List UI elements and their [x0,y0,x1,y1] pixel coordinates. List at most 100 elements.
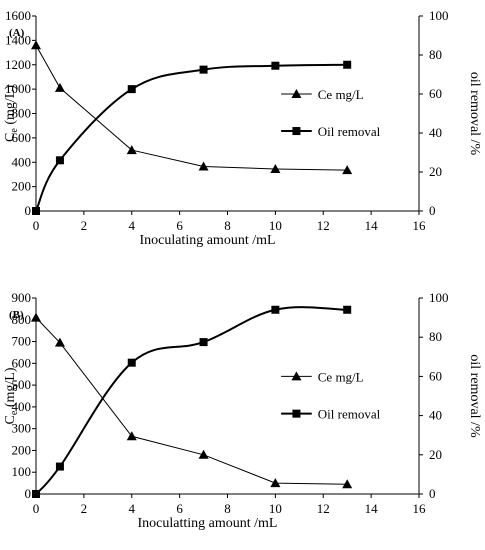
data-point [54,337,65,347]
legend: Ce mg/L Oil removal [281,369,381,422]
data-point [55,462,64,471]
x-tick-labels: 0 2 4 6 8 10 12 14 16 [33,218,426,233]
data-point [31,40,41,50]
y-right-tick-label: 0 [429,203,436,218]
x-tick-label: 8 [224,218,231,233]
y-left-tick-label: 200 [12,442,32,457]
data-point [199,338,208,347]
y-right-tick-label: 20 [429,164,442,179]
axes [32,297,423,498]
data-point [270,478,281,488]
series-line [35,317,348,485]
y-left-tick-label: 0 [25,203,32,218]
y-left-tick-label: 900 [12,290,32,305]
series-line [35,63,348,212]
data-point [54,82,65,92]
series-ce [31,40,353,175]
y-left-tick-label: 400 [12,154,32,169]
y-right-tick-label: 60 [429,86,442,101]
y-left-tick-label: 500 [12,377,32,392]
data-point [32,207,40,215]
data-point [271,61,280,70]
data-point [198,449,209,459]
y-left-axis-label: Ce (mg/L) [3,85,20,142]
x-tick-labels: 0 2 4 6 8 10 12 14 16 [33,501,426,516]
legend-marker-oil-removal [292,409,301,418]
series-oil-removal [32,60,352,215]
y-right-tick-label: 80 [429,329,442,344]
data-point [55,156,64,165]
x-tick-label: 2 [81,501,88,516]
legend-label-ce: Ce mg/L [318,369,364,384]
y-right-tick-labels: 0 20 40 60 80 100 [429,8,449,218]
y-right-tick-label: 60 [429,368,442,383]
series-ce [31,312,353,489]
y-right-tick-label: 20 [429,447,442,462]
data-point [342,165,353,175]
y-left-tick-label: 600 [12,130,32,145]
data-point [127,358,136,367]
legend-label-oil-removal: Oil removal [318,407,381,422]
series-oil-removal [32,305,352,498]
y-left-tick-labels: 0 200 400 600 800 1000 1200 1400 1600 [5,8,31,218]
data-point [126,145,137,155]
y-left-tick-label: 0 [25,486,32,501]
x-axis-label: Inoculating amount /mL [139,233,275,248]
chart-panel-b: (B) 0 2 4 6 8 10 12 14 16 0 100 200 300 … [3,290,482,531]
data-point [343,60,352,69]
data-point [126,431,137,441]
data-point [199,65,208,74]
y-right-tick-label: 80 [429,47,442,62]
y-left-tick-label: 400 [12,399,32,414]
chart-panel-a: (A) 0 2 4 6 8 10 12 14 16 0 200 400 600 … [3,8,482,248]
axes [32,15,423,215]
x-tick-label: 4 [129,218,136,233]
y-right-tick-label: 100 [429,8,449,23]
data-point [198,161,209,171]
x-axis-label: Inoculatting amount /mL [138,516,278,531]
x-tick-label: 2 [81,218,88,233]
y-left-axis-label-main: C [3,133,18,142]
y-left-tick-labels: 0 100 200 300 400 500 600 700 800 900 [12,290,32,501]
data-point [343,305,352,314]
x-tick-label: 0 [33,218,40,233]
x-tick-label: 12 [317,218,330,233]
y-right-tick-labels: 0 20 40 60 80 100 [429,290,449,501]
legend-marker-ce [291,89,302,98]
data-point [270,163,281,173]
data-point [127,85,136,94]
legend-label-oil-removal: Oil removal [318,124,381,139]
x-tick-label: 4 [129,501,136,516]
y-left-axis-label-unit: (mg/L) [3,367,18,410]
y-right-axis-label: oil removal /% [467,354,482,438]
x-tick-label: 8 [224,501,231,516]
y-right-tick-label: 0 [429,486,436,501]
legend-marker-ce [291,371,302,381]
x-tick-label: 0 [33,501,40,516]
y-left-tick-label: 200 [12,179,32,194]
legend-label-ce: Ce mg/L [318,87,364,102]
data-point [32,490,40,498]
y-right-tick-label: 40 [429,408,442,423]
y-left-axis-label: Ce (mg/L) [3,367,20,424]
y-left-axis-label-sub: e [9,128,20,133]
legend: Ce mg/L Oil removal [281,87,381,139]
data-point [31,312,41,322]
y-left-tick-label: 800 [12,106,32,121]
x-tick-label: 10 [269,218,282,233]
x-tick-label: 10 [269,501,282,516]
y-left-tick-label: 1600 [5,8,31,23]
data-point [342,479,353,489]
x-tick-label: 12 [317,501,330,516]
y-left-tick-label: 600 [12,355,32,370]
y-left-tick-label: 100 [12,464,32,479]
y-left-tick-label: 800 [12,312,32,327]
y-left-tick-label: 1000 [5,81,31,96]
legend-marker-oil-removal [292,127,301,136]
y-right-tick-label: 40 [429,125,442,140]
series-line [35,306,348,495]
x-tick-label: 6 [176,218,183,233]
panel-label: (B) [9,309,24,321]
y-left-axis-label-unit: (mg/L) [3,85,18,128]
x-tick-label: 14 [365,501,379,516]
